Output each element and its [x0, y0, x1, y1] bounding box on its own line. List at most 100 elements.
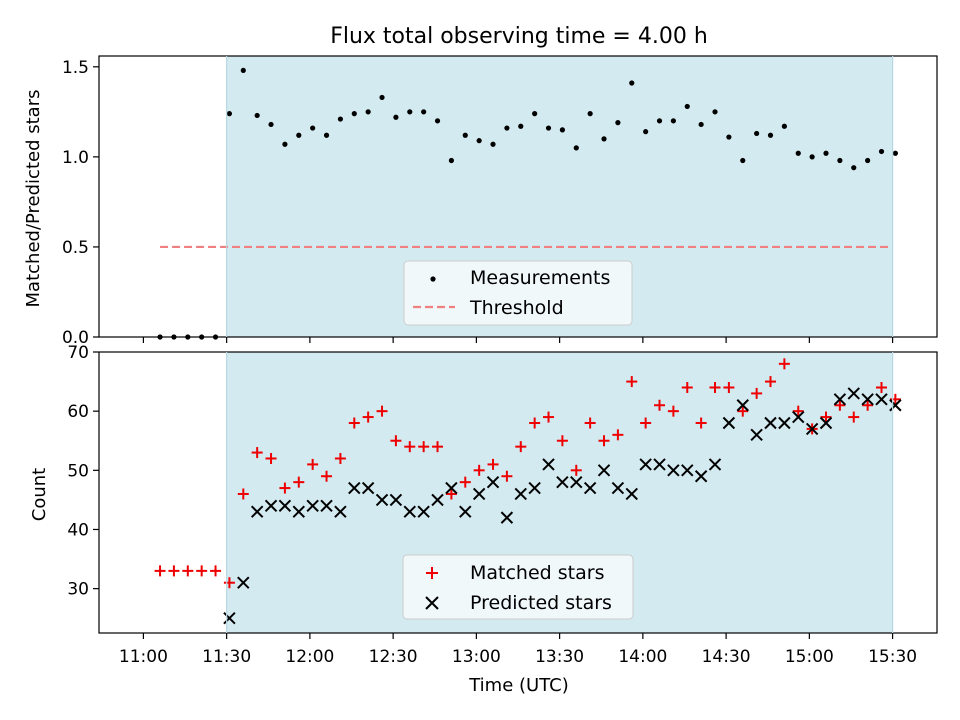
measurement-point	[393, 114, 399, 120]
measurement-point	[698, 121, 704, 128]
matched-star-point	[237, 488, 249, 500]
matched-star-point	[834, 399, 846, 411]
x-tick-label: 15:30	[868, 647, 917, 667]
predicted-star-point	[459, 505, 472, 518]
matched-star-point	[168, 565, 180, 577]
measurement-point	[892, 150, 898, 156]
matched-star-point	[640, 417, 652, 429]
measurement-point	[296, 132, 302, 138]
measurement-point	[421, 109, 427, 115]
legend-marker-matched	[426, 567, 438, 579]
measurement-point	[837, 157, 843, 164]
predicted-star-point	[348, 481, 361, 495]
predicted-star-point	[403, 505, 416, 518]
x-tick-label: 14:30	[702, 647, 751, 667]
measurement-point	[462, 132, 468, 138]
predicted-star-point	[597, 464, 611, 477]
predicted-star-point	[514, 487, 527, 501]
legend-marker-measurements	[430, 276, 436, 282]
predicted-star-point	[750, 428, 763, 442]
predicted-star-point	[306, 499, 319, 513]
predicted-star-point	[764, 416, 777, 430]
predicted-star-point	[819, 416, 833, 430]
predicted-star-point	[847, 387, 860, 400]
measurement-point	[573, 145, 579, 151]
matched-star-point	[182, 565, 194, 577]
measurement-point	[615, 120, 621, 126]
predicted-star-point	[708, 458, 722, 471]
matched-star-point	[709, 381, 721, 393]
y-tick-label: 30	[67, 580, 89, 600]
measurement-point	[476, 138, 482, 144]
measurement-point	[545, 125, 552, 131]
measurement-point	[240, 67, 246, 74]
predicted-star-point	[500, 511, 514, 524]
measurement-point	[310, 125, 316, 131]
predicted-star-point	[736, 399, 749, 412]
matched-star-point	[432, 441, 444, 453]
predicted-star-point	[264, 499, 278, 513]
predicted-star-point	[528, 481, 541, 495]
predicted-star-point	[237, 576, 250, 589]
matched-star-point	[362, 411, 374, 423]
measurement-point	[254, 112, 260, 119]
legend-label-predicted: Predicted stars	[470, 592, 612, 614]
legend-label-threshold: Threshold	[469, 297, 564, 319]
matched-star-point	[654, 399, 666, 411]
measurement-point	[795, 150, 801, 156]
x-axis-label: Time (UTC)	[468, 675, 569, 696]
measurement-point	[656, 118, 663, 124]
matched-star-point	[390, 435, 402, 447]
matched-star-point	[348, 417, 360, 429]
measurement-point	[754, 130, 760, 137]
matched-star-point	[279, 482, 291, 494]
matched-star-point	[626, 376, 638, 388]
matched-star-point	[418, 441, 430, 453]
matched-star-point	[751, 387, 763, 399]
top-legend: Measurements Threshold	[403, 260, 633, 326]
x-tick-label: 14:00	[618, 647, 667, 667]
bottom-legend-box	[402, 554, 634, 620]
matched-star-point	[765, 376, 777, 388]
matched-star-point	[515, 441, 527, 453]
measurement-point	[865, 157, 871, 164]
bottom-axes-frame	[98, 351, 938, 634]
matched-star-point	[473, 464, 485, 476]
measurement-point	[518, 123, 524, 129]
bottom-y-ticks: 30 40 50 60 70	[67, 343, 99, 600]
measurement-point	[878, 148, 885, 155]
measurement-point	[851, 165, 857, 171]
y-tick-label: 0.0	[62, 328, 89, 348]
predicted-star-point	[542, 458, 555, 471]
predicted-star-point	[792, 410, 805, 424]
matched-star-point	[293, 476, 305, 488]
legend-label-matched: Matched stars	[470, 562, 604, 584]
matched-stars-points	[154, 358, 901, 589]
matched-star-point	[501, 470, 513, 482]
matched-star-point	[570, 464, 582, 476]
matched-star-point	[543, 411, 555, 423]
matched-star-point	[681, 381, 693, 393]
predicted-star-point	[889, 399, 902, 412]
predicted-star-point	[361, 481, 375, 495]
measurement-point	[365, 109, 371, 115]
x-tick-label: 11:00	[119, 647, 168, 667]
y-tick-label: 50	[67, 461, 89, 481]
measurement-point	[448, 157, 455, 164]
matched-star-point	[265, 452, 277, 464]
predicted-star-point	[722, 416, 736, 430]
measurement-point	[587, 111, 593, 117]
bottom-panel: 30 40 50 60 70 11:00 11:30 12:00 12:30 13:00 13:3…	[29, 343, 938, 696]
measurement-point	[767, 132, 774, 138]
top-x-ticks	[142, 337, 894, 343]
top-legend-box	[403, 260, 633, 326]
predicted-stars-points	[223, 387, 902, 625]
matched-star-point	[459, 476, 471, 488]
measurement-point	[407, 109, 413, 115]
x-tick-label: 15:00	[785, 647, 834, 667]
matched-star-point	[876, 381, 888, 393]
measurement-points	[157, 67, 898, 340]
matched-star-point	[889, 393, 901, 405]
predicted-star-point	[681, 464, 694, 477]
matched-star-point	[376, 405, 388, 417]
